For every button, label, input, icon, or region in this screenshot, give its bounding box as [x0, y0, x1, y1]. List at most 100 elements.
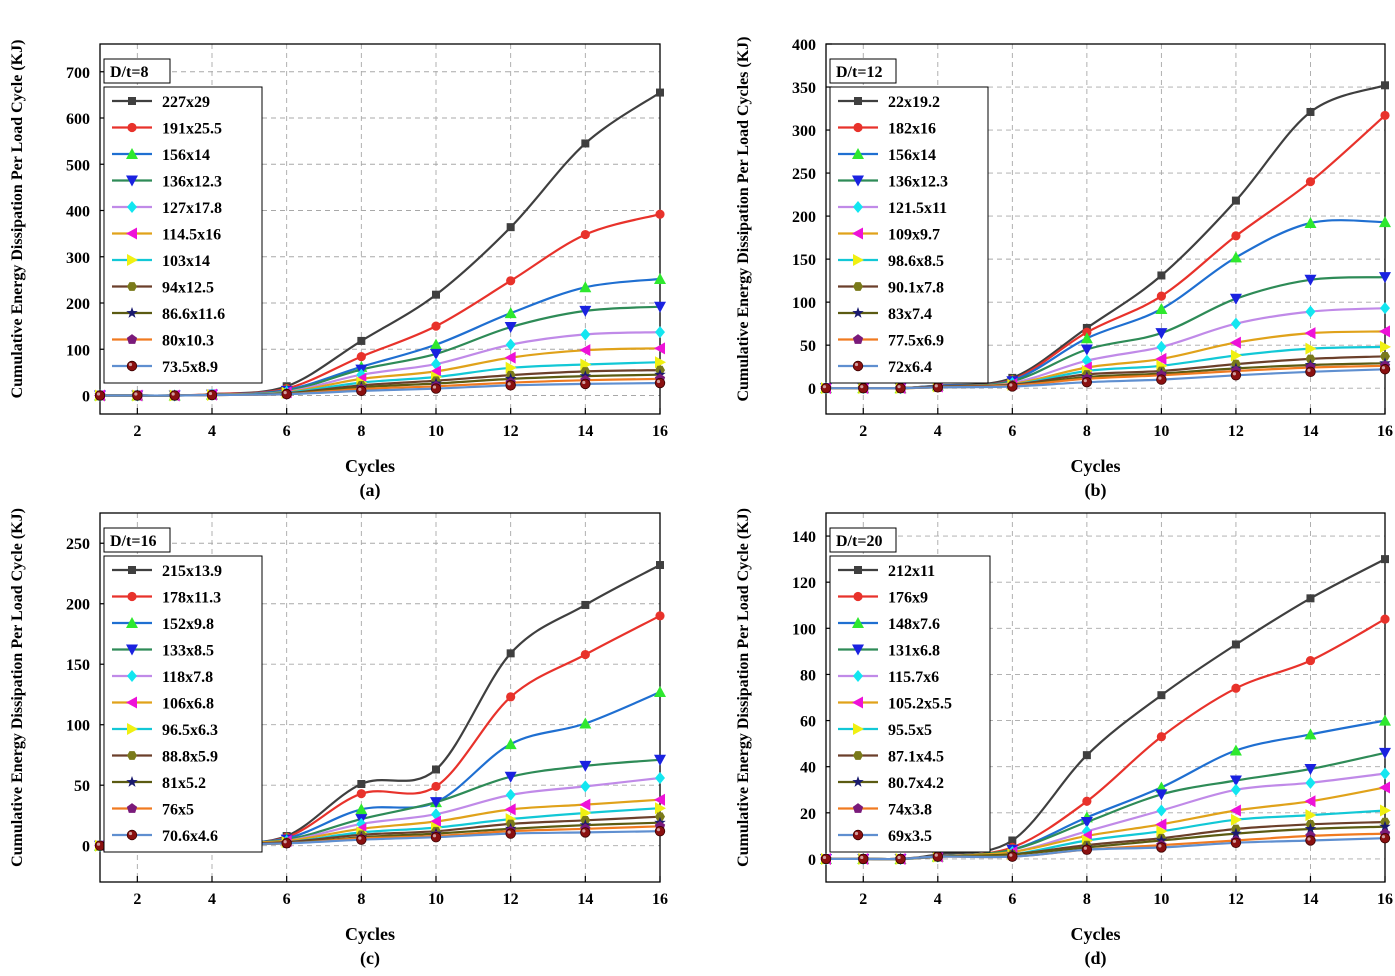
data-point	[1379, 714, 1391, 726]
data-point	[430, 348, 442, 360]
legend-label: 136x12.3	[162, 174, 222, 191]
data-point	[355, 803, 368, 815]
x-tick-label: 12	[1228, 891, 1244, 908]
data-point-highlight	[656, 828, 661, 832]
x-tick-label: 14	[1302, 891, 1318, 908]
x-tick-label: 12	[1228, 423, 1244, 440]
x-tick-label: 4	[208, 891, 216, 908]
data-point-highlight	[432, 385, 437, 389]
data-point-highlight	[1009, 383, 1013, 387]
data-point	[1081, 844, 1093, 855]
data-point	[505, 828, 516, 839]
data-point	[1081, 376, 1093, 388]
legend-marker	[126, 829, 138, 841]
y-axis-title: Cumulative Energy Dissipation Per Load C…	[9, 40, 26, 399]
legend-marker	[127, 201, 137, 213]
data-point	[1007, 851, 1018, 862]
x-tick-label: 16	[1377, 891, 1393, 908]
data-point	[1156, 842, 1167, 853]
y-tick-label: 250	[792, 166, 816, 183]
data-point	[654, 793, 665, 806]
legend-label: 103x14	[162, 253, 210, 270]
data-point	[1305, 366, 1316, 378]
legend-label: 88.8x5.9	[162, 749, 218, 766]
x-tick-label: 14	[577, 891, 593, 908]
data-point	[1229, 775, 1242, 787]
data-point	[505, 338, 516, 351]
data-point	[655, 771, 665, 784]
x-tick-label: 10	[1153, 423, 1169, 440]
data-point	[1080, 817, 1093, 829]
data-point	[656, 561, 664, 570]
y-tick-label: 0	[82, 839, 90, 856]
data-point-highlight	[934, 853, 938, 857]
data-point	[1380, 614, 1390, 624]
data-point	[430, 832, 442, 843]
x-tick-label: 6	[283, 891, 291, 908]
data-point	[1080, 332, 1093, 344]
data-point	[654, 754, 666, 766]
data-point	[1156, 732, 1166, 742]
data-point	[206, 389, 218, 401]
data-point	[1231, 640, 1240, 649]
legend-marker	[852, 360, 864, 372]
data-point	[932, 851, 944, 862]
legend-label: 152x9.8	[162, 616, 214, 633]
data-point	[895, 853, 906, 865]
chart-panel-1: 2 4 6 8 10 12 14 16 0 100 200 300 400 500 600 700 Cycles…	[9, 40, 668, 501]
legend-marker	[852, 227, 863, 240]
y-tick-label: 0	[808, 852, 816, 869]
data-point	[656, 88, 664, 97]
legend-marker	[127, 670, 137, 682]
legend-marker	[128, 97, 136, 105]
data-point	[1380, 340, 1391, 353]
y-tick-label: 100	[792, 621, 816, 638]
data-point	[1304, 822, 1317, 834]
legend-label: 133x8.5	[162, 643, 214, 660]
data-point-highlight	[283, 391, 287, 395]
legend-label: 115.7x6	[888, 669, 939, 686]
data-point-highlight	[432, 834, 437, 838]
y-tick-label: 20	[800, 806, 816, 823]
y-tick-label: 100	[792, 295, 816, 312]
legend-marker	[852, 617, 864, 628]
x-tick-label: 16	[652, 423, 668, 440]
legend-label: 77.5x6.9	[888, 333, 944, 350]
legend-label: 182x16	[888, 121, 936, 138]
data-point-highlight	[860, 385, 864, 389]
y-tick-label: 60	[800, 714, 816, 731]
legend-marker	[126, 148, 138, 159]
x-tick-label: 16	[1377, 423, 1393, 440]
data-point	[1082, 327, 1092, 337]
data-point	[1231, 196, 1240, 205]
data-point-highlight	[283, 840, 287, 844]
legend-marker	[852, 696, 863, 709]
y-tick-label: 0	[808, 381, 816, 398]
data-point-highlight	[897, 855, 901, 860]
data-point	[430, 338, 442, 350]
legend-label: 227x29	[162, 94, 210, 111]
data-point	[1007, 381, 1018, 392]
data-point	[506, 276, 516, 286]
x-tick-label: 6	[1008, 423, 1016, 440]
legend-marker	[852, 644, 864, 656]
data-point	[1156, 291, 1166, 301]
series-line	[99, 381, 661, 397]
y-tick-label: 700	[66, 65, 90, 82]
data-point	[1379, 325, 1390, 338]
data-point-highlight	[134, 392, 138, 396]
legend-label: 148x7.6	[888, 616, 940, 633]
y-tick-label: 250	[66, 536, 90, 553]
x-tick-label: 2	[133, 891, 141, 908]
data-point	[655, 611, 665, 621]
data-point	[820, 853, 832, 865]
dt-box	[829, 58, 897, 84]
data-point	[580, 780, 591, 793]
data-point	[1155, 789, 1168, 801]
data-point	[1230, 370, 1242, 381]
legend-label: 96.5x6.3	[162, 722, 218, 739]
x-axis-title: Cycles	[345, 924, 395, 944]
legend-label: 94x12.5	[162, 280, 214, 297]
data-point	[1229, 804, 1241, 817]
legend-marker	[126, 644, 138, 656]
